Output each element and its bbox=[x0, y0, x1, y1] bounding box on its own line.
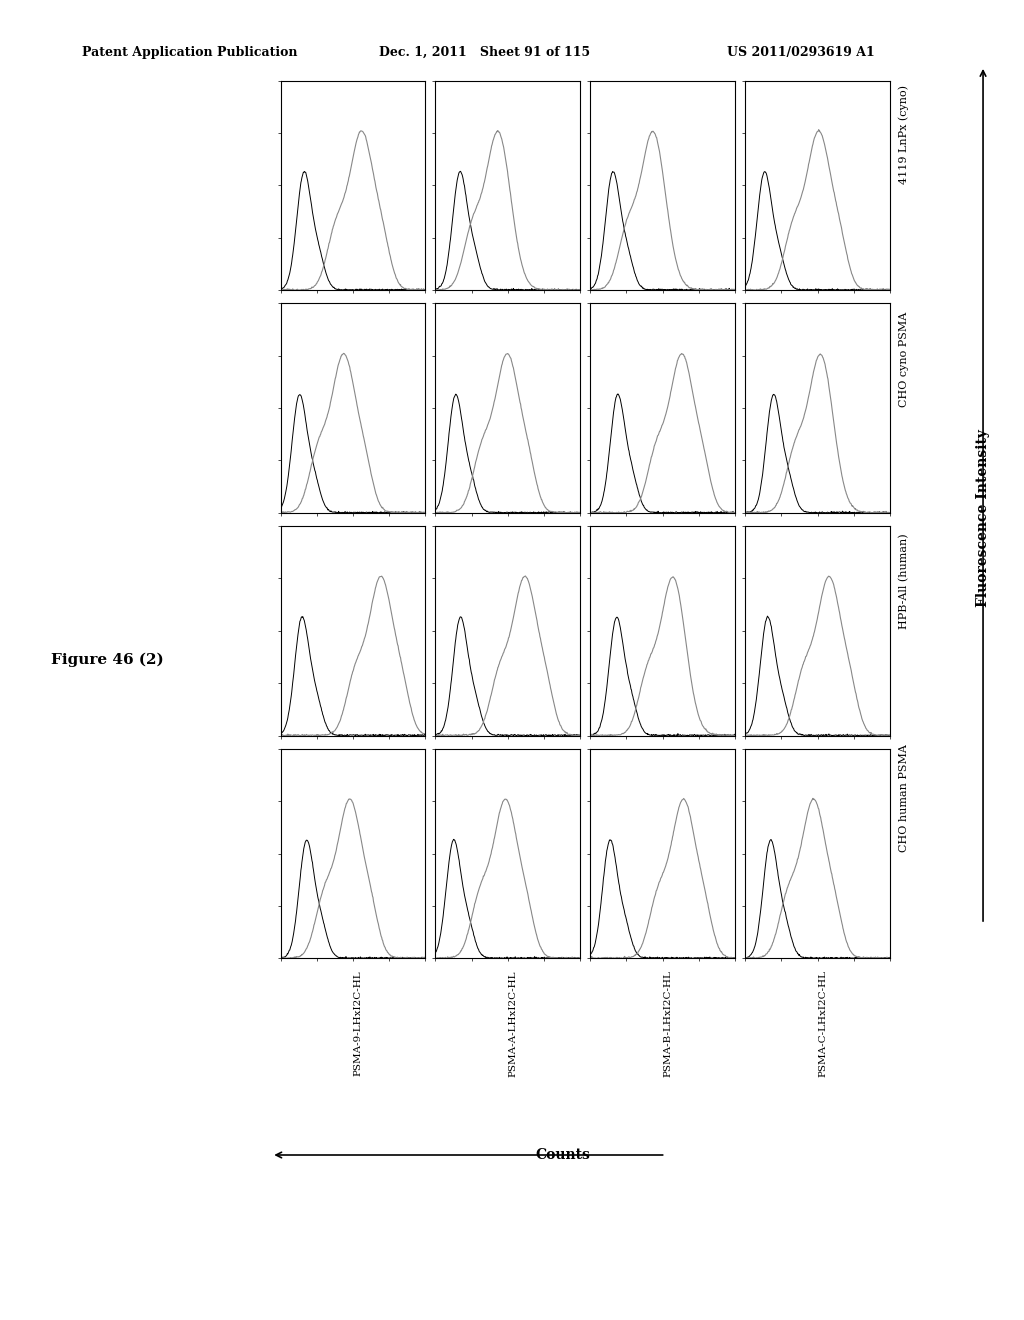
Text: 4119 LnPx (cyno): 4119 LnPx (cyno) bbox=[899, 84, 909, 183]
Text: Fluorescence Intensity: Fluorescence Intensity bbox=[976, 429, 990, 607]
Text: Counts: Counts bbox=[536, 1148, 591, 1162]
Text: HPB-All (human): HPB-All (human) bbox=[899, 533, 909, 630]
Text: CHO human PSMA: CHO human PSMA bbox=[899, 744, 909, 853]
Text: Dec. 1, 2011   Sheet 91 of 115: Dec. 1, 2011 Sheet 91 of 115 bbox=[379, 46, 590, 59]
Text: PSMA-C-LHxI2C-HL: PSMA-C-LHxI2C-HL bbox=[818, 970, 827, 1077]
Text: Patent Application Publication: Patent Application Publication bbox=[82, 46, 297, 59]
Text: US 2011/0293619 A1: US 2011/0293619 A1 bbox=[727, 46, 874, 59]
Text: CHO cyno PSMA: CHO cyno PSMA bbox=[899, 312, 909, 407]
Text: PSMA-9-LHxI2C-HL: PSMA-9-LHxI2C-HL bbox=[354, 970, 362, 1076]
Text: PSMA-B-LHxI2C-HL: PSMA-B-LHxI2C-HL bbox=[664, 970, 673, 1077]
Text: Figure 46 (2): Figure 46 (2) bbox=[51, 653, 164, 667]
Text: PSMA-A-LHxI2C-HL: PSMA-A-LHxI2C-HL bbox=[509, 970, 518, 1077]
